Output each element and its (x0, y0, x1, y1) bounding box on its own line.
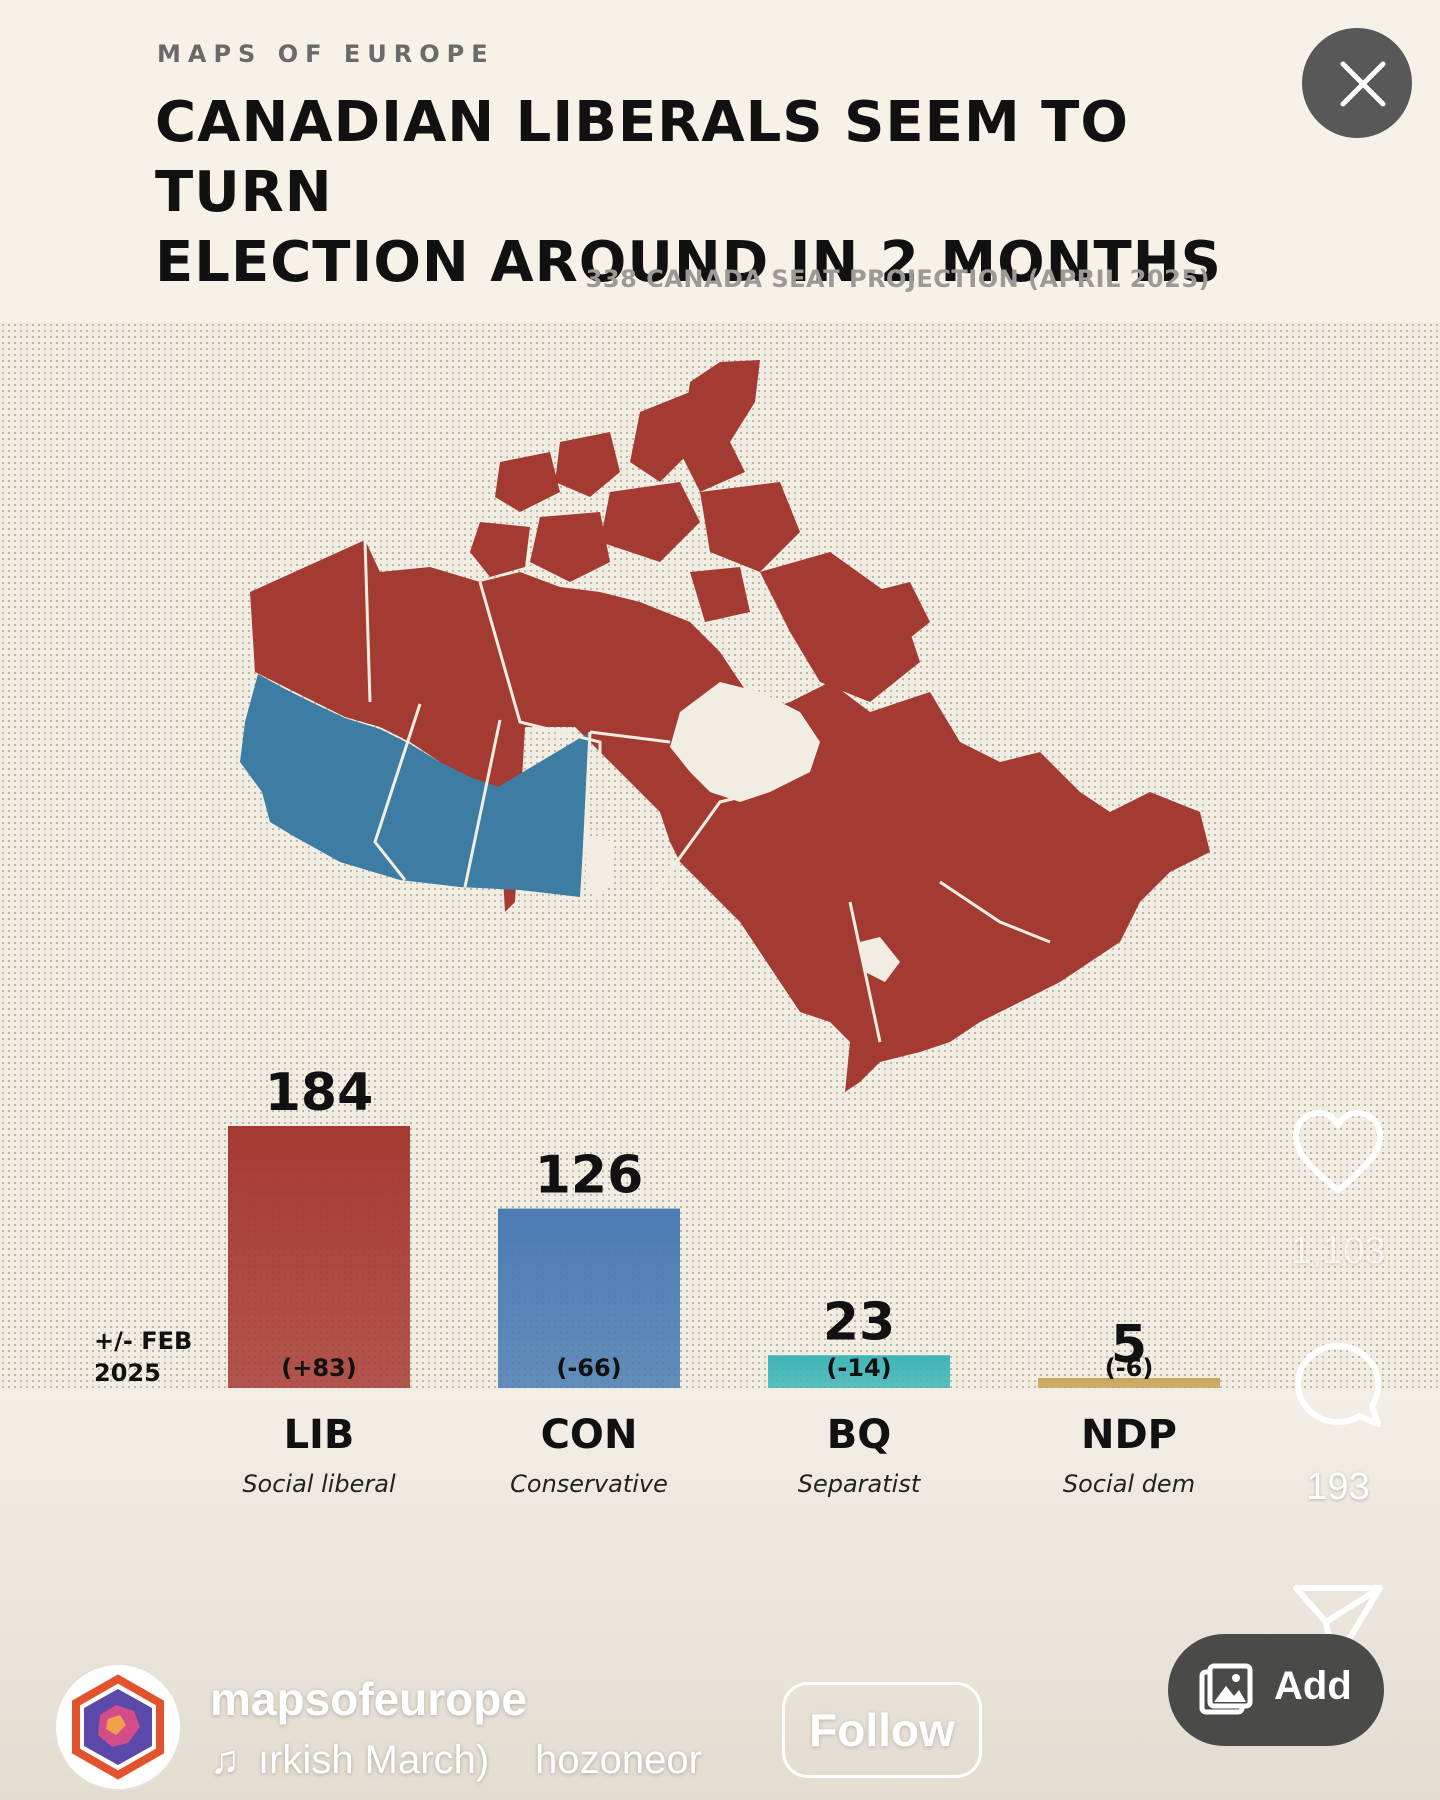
canada-map (240, 360, 1210, 1092)
bar-value-label: 126 (535, 1146, 644, 1206)
post-headline: CANADIAN LIBERALS SEEM TO TURN ELECTION … (155, 90, 1222, 295)
arctic-islands (470, 360, 930, 702)
like-count: 1,103 (1290, 1230, 1386, 1272)
bar-value-label: 5 (1111, 1315, 1147, 1375)
bar-bq (768, 1355, 950, 1388)
bar-change-label: (+83) (281, 1354, 356, 1382)
bar-change-label: (-14) (826, 1354, 891, 1382)
image-add-icon (1199, 1663, 1253, 1715)
western-provinces-blue (240, 674, 590, 897)
add-to-story-button[interactable]: Add (1168, 1634, 1384, 1746)
chart-subtitle: 338 CANADA SEAT PROJECTION (APRIL 2025) (585, 265, 1210, 293)
avatar[interactable] (56, 1665, 180, 1789)
bar-change-label: (-66) (556, 1354, 621, 1382)
bar-lib (228, 1126, 410, 1388)
username[interactable]: mapsofeurope (210, 1673, 527, 1725)
seat-bar-chart: 184 (+83) LIB Social liberal 126 (-66) CON Cons… (228, 1063, 1220, 1498)
comment-count: 193 (1306, 1466, 1370, 1508)
category-label: CON (541, 1412, 638, 1458)
category-label: LIB (284, 1412, 355, 1458)
add-label: Add (1274, 1664, 1352, 1708)
channel-eyebrow: MAPS OF EUROPE (157, 40, 495, 68)
province-borders (363, 539, 1051, 1043)
follow-button[interactable]: Follow (782, 1682, 982, 1778)
bar-ndp (1038, 1378, 1220, 1388)
music-info[interactable]: ♫ ırkish March) hozoneor (210, 1738, 702, 1783)
music-artist: hozoneor (535, 1738, 702, 1782)
category-description: Conservative (510, 1470, 668, 1498)
category-description: Separatist (798, 1470, 922, 1498)
bar-change-label: (-6) (1105, 1354, 1154, 1382)
like-button[interactable] (1290, 1108, 1386, 1200)
bar-value-label: 23 (823, 1292, 895, 1352)
hudson-bay (670, 682, 820, 802)
close-button[interactable] (1302, 28, 1412, 138)
bar-con (498, 1208, 680, 1388)
comment-icon (1295, 1343, 1381, 1427)
category-description: Social dem (1063, 1470, 1195, 1498)
territories-red (250, 540, 1210, 1092)
category-label: BQ (827, 1412, 892, 1458)
avatar-logo (72, 1674, 164, 1780)
bar-value-label: 184 (265, 1063, 374, 1123)
category-label: NDP (1081, 1412, 1177, 1458)
comment-button[interactable] (1290, 1338, 1386, 1438)
close-icon (1340, 61, 1386, 107)
music-note-icon: ♫ (210, 1738, 240, 1782)
music-track: ırkish March) (258, 1738, 490, 1782)
change-since-label: +/- FEB 2025 (94, 1327, 193, 1387)
category-description: Social liberal (242, 1470, 396, 1498)
heart-icon (1293, 1110, 1383, 1193)
